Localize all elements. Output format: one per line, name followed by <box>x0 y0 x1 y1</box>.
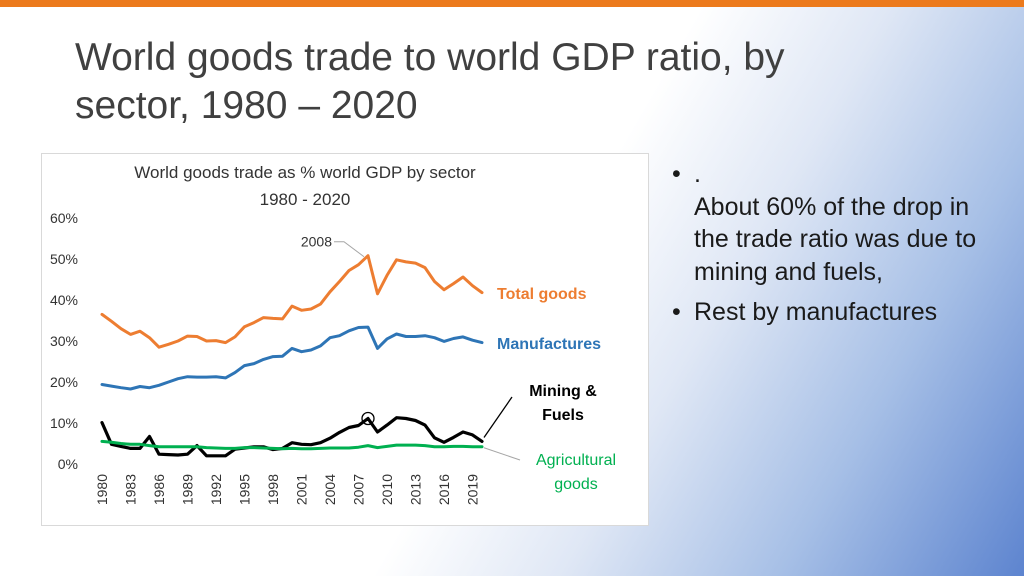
y-tick-label: 50% <box>50 251 78 267</box>
agri-label-leader <box>483 447 521 461</box>
x-tick-label: 1989 <box>180 474 196 505</box>
x-tick-label: 1992 <box>208 474 224 505</box>
bullet-marker: • <box>672 298 681 326</box>
x-tick-label: 2007 <box>351 474 367 505</box>
bullet-item: • Rest by manufactures <box>672 296 1002 329</box>
bullet-list: • . About 60% of the drop in the trade r… <box>672 158 1002 329</box>
x-tick-label: 2010 <box>379 474 395 505</box>
bullet-item: • . About 60% of the drop in the trade r… <box>672 158 1002 288</box>
x-tick-label: 1983 <box>123 474 139 505</box>
chart-container: World goods trade as % world GDP by sect… <box>41 153 649 526</box>
y-tick-label: 40% <box>50 292 78 308</box>
series-line <box>100 416 484 458</box>
bullet-text: . About 60% of the drop in the trade rat… <box>694 160 977 286</box>
trade-ratio-line-chart: World goods trade as % world GDP by sect… <box>50 163 616 505</box>
bullet-text: Rest by manufactures <box>694 298 938 326</box>
series-label: Agricultural <box>536 452 616 469</box>
x-tick-label: 2001 <box>294 474 310 505</box>
y-tick-label: 0% <box>58 456 78 472</box>
x-tick-label: 1980 <box>94 474 110 505</box>
series-label: Total goods <box>497 286 587 303</box>
chart-title: World goods trade as % world GDP by sect… <box>134 163 476 182</box>
series-label: Fuels <box>542 407 584 424</box>
series-line <box>100 254 484 349</box>
highlight-circle-2008 <box>361 411 375 426</box>
annotation-2008: 2008 <box>301 234 332 250</box>
series-label: Mining & <box>529 383 597 400</box>
x-tick-label: 2004 <box>322 474 338 505</box>
slide-title: World goods trade to world GDP ratio, by… <box>75 36 785 127</box>
y-tick-label: 10% <box>50 415 78 431</box>
x-tick-label: 2019 <box>465 474 481 505</box>
annotation-leader-2008 <box>334 241 365 258</box>
x-tick-label: 1986 <box>151 474 167 505</box>
series-label: goods <box>554 476 598 493</box>
x-tick-label: 2016 <box>436 474 452 505</box>
mining-label-leader <box>483 396 513 438</box>
x-tick-label: 2013 <box>408 474 424 505</box>
bullet-marker: • <box>672 160 681 188</box>
y-tick-label: 30% <box>50 333 78 349</box>
y-tick-label: 60% <box>50 210 78 226</box>
series-line <box>100 325 484 391</box>
series-line <box>100 439 484 451</box>
y-tick-label: 20% <box>50 374 78 390</box>
x-tick-label: 1995 <box>237 474 253 505</box>
top-accent-bar <box>0 0 1024 7</box>
chart-subtitle: 1980 - 2020 <box>260 190 351 209</box>
x-tick-label: 1998 <box>265 474 281 505</box>
series-label: Manufactures <box>497 336 601 353</box>
